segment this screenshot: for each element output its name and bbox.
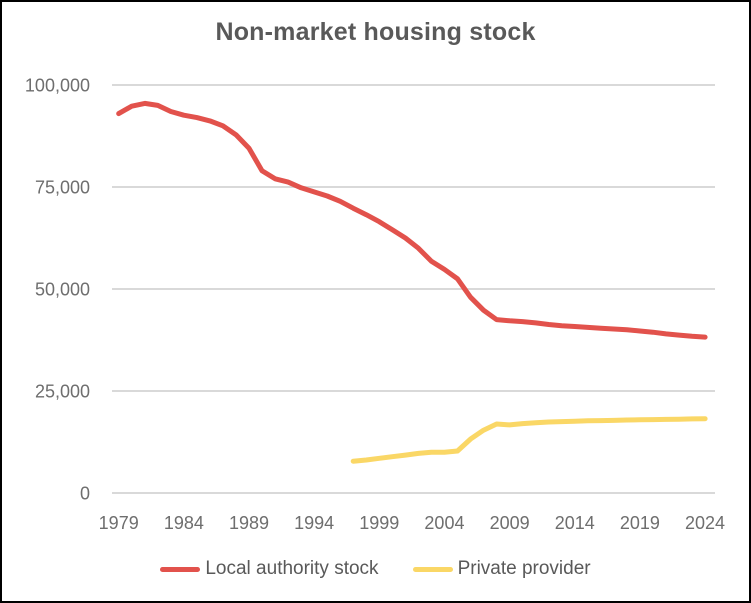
x-axis-tick-label: 2009	[490, 513, 530, 533]
x-axis-tick-label: 2014	[555, 513, 595, 533]
y-axis-tick-label: 75,000	[35, 178, 90, 198]
x-axis-tick-label: 2019	[620, 513, 660, 533]
y-axis-tick-label: 0	[80, 484, 90, 504]
x-axis-tick-label: 1994	[294, 513, 334, 533]
legend-swatch-local-authority-icon	[160, 566, 201, 572]
legend-item-local-authority-stock: Local authority stock	[160, 558, 379, 580]
chart-title: Non-market housing stock	[215, 18, 536, 46]
y-axis-tick-label: 25,000	[35, 382, 90, 402]
x-axis-tick-label: 1984	[164, 513, 204, 533]
x-axis-tick-label: 2004	[424, 513, 464, 533]
legend: Local authority stock Private provider	[2, 558, 749, 580]
series-line-private-provider	[350, 416, 708, 464]
legend-label-private-provider: Private provider	[457, 558, 591, 579]
legend-label-local-authority-stock: Local authority stock	[205, 558, 379, 579]
x-axis-tick-label: 1999	[359, 513, 399, 533]
x-axis-tick-label: 1989	[229, 513, 269, 533]
series-line-local-authority-stock	[116, 100, 708, 340]
legend-swatch-private-provider-icon	[412, 566, 453, 572]
y-axis-tick-label: 100,000	[25, 76, 90, 96]
x-axis-tick-label: 2024	[685, 513, 725, 533]
legend-item-private-provider: Private provider	[412, 558, 591, 580]
x-axis-tick-label: 1979	[99, 513, 139, 533]
y-axis-tick-label: 50,000	[35, 280, 90, 300]
